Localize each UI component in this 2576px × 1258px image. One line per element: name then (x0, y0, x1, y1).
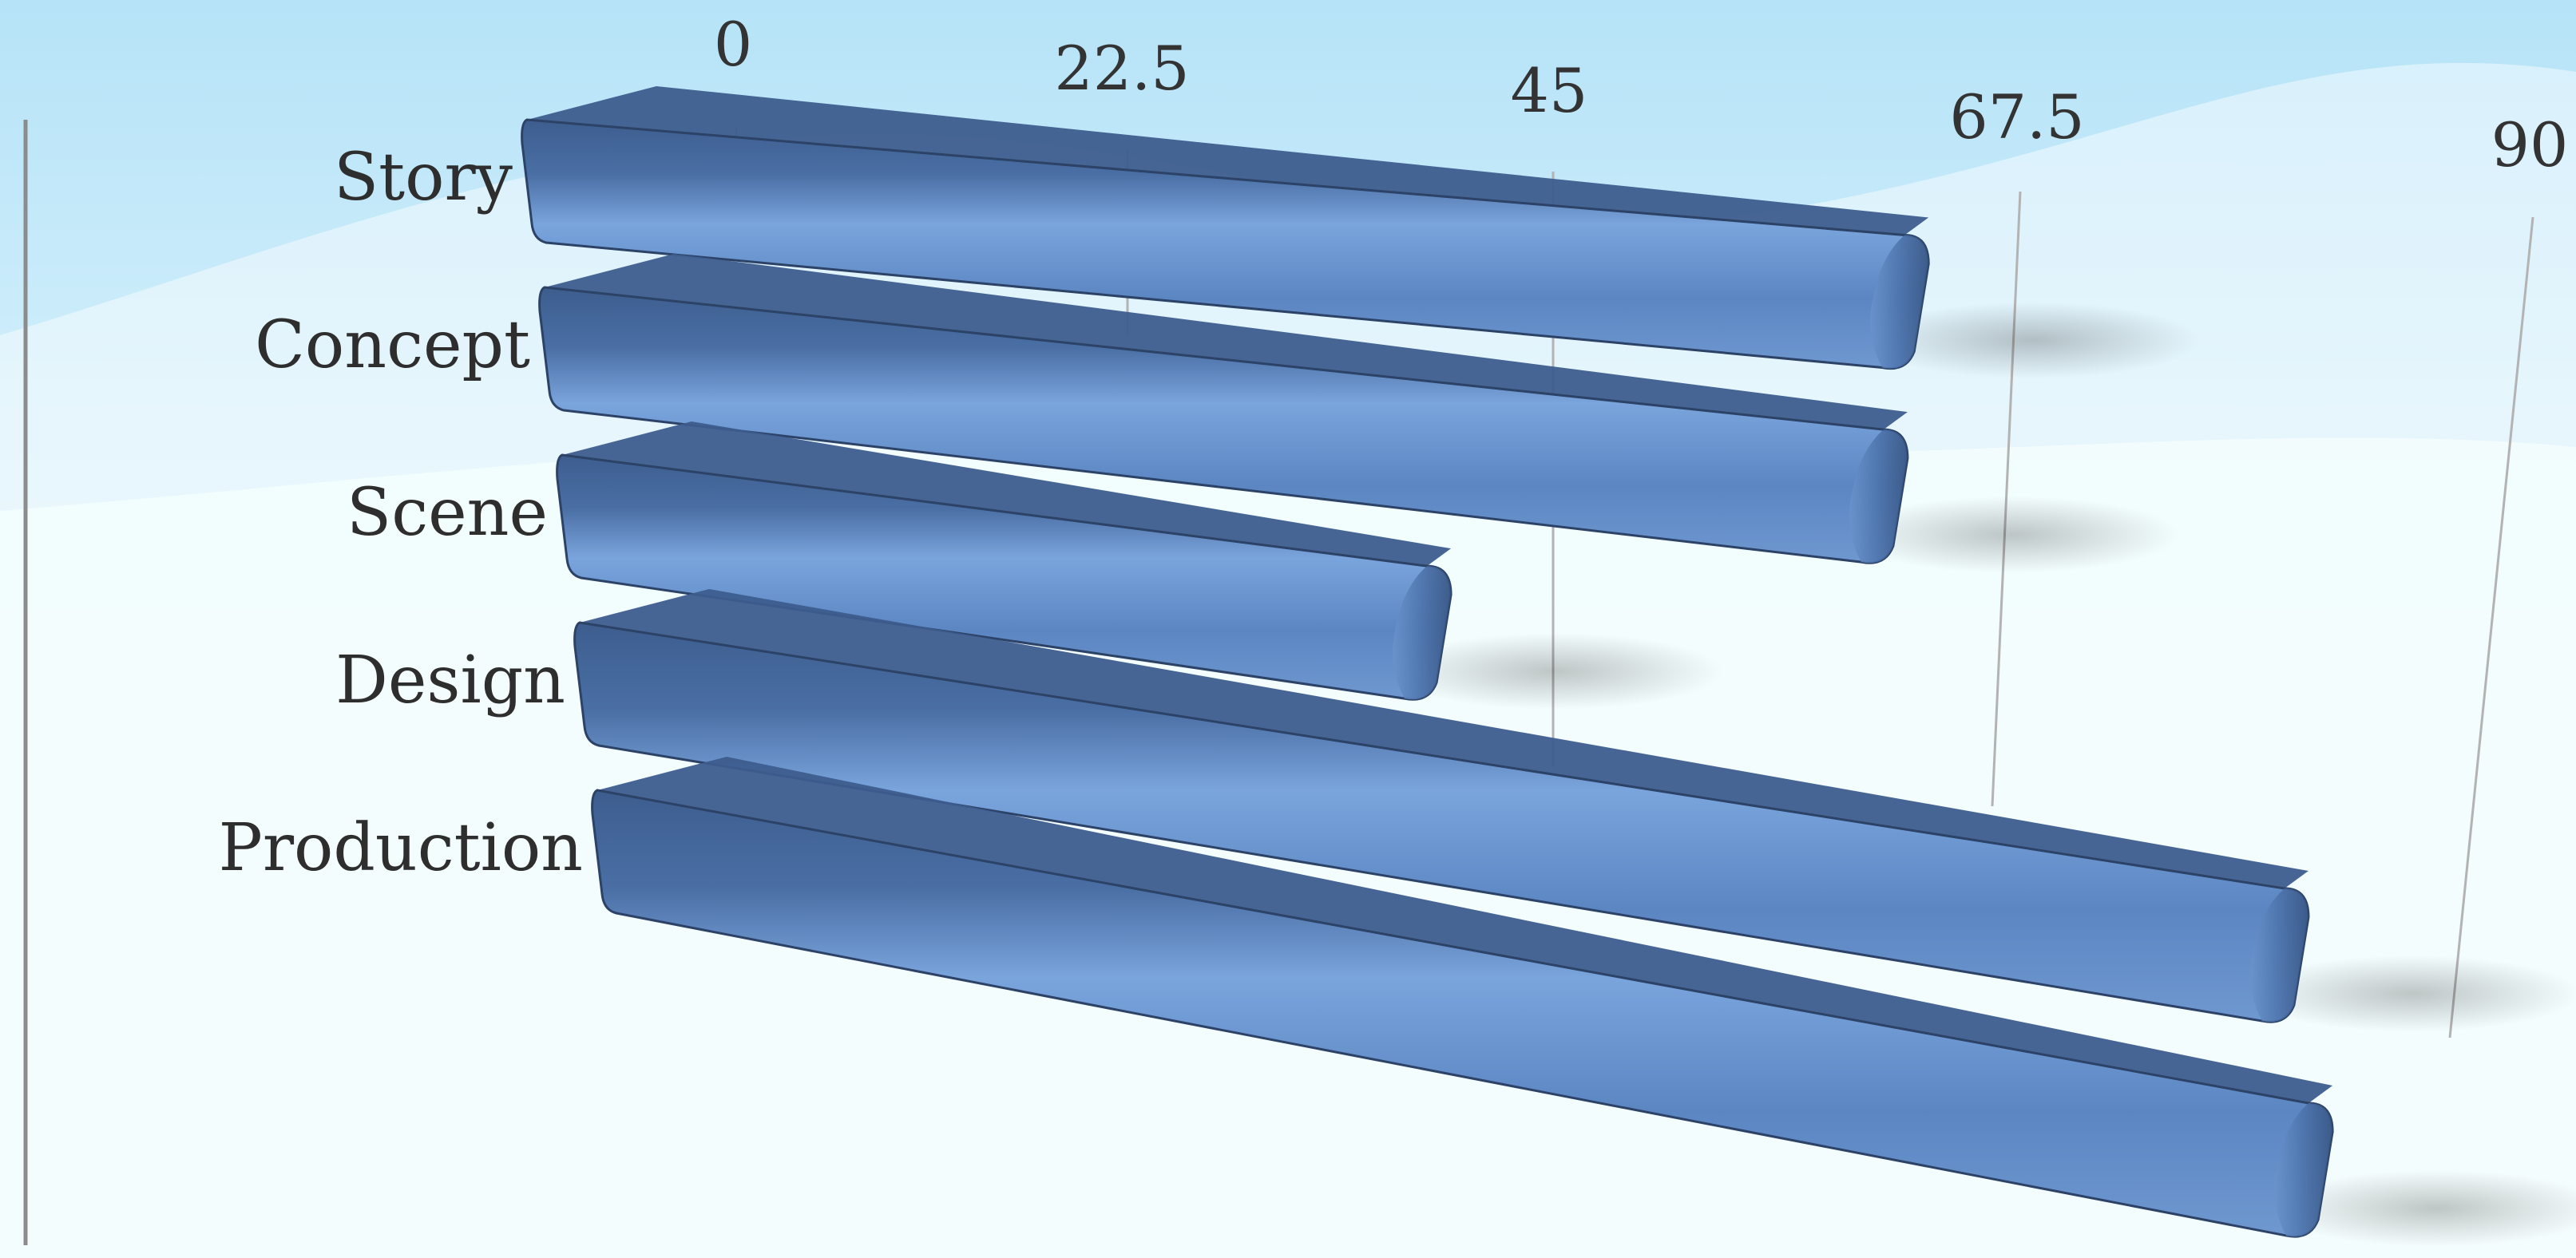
bar-shadow (1387, 632, 1723, 710)
bar-shadow (1865, 302, 2201, 379)
bar-end-cap (1870, 235, 1929, 369)
x-tick-label: 90 (2491, 109, 2569, 180)
category-label: Production (219, 810, 583, 886)
bars (521, 86, 2334, 1238)
gridline (2448, 216, 2534, 1038)
x-tick-label: 45 (1511, 55, 1588, 126)
bar-top-face (562, 421, 1452, 567)
x-axis-tick-labels: 0 22.5 45 67.5 90 (714, 9, 2569, 180)
bar-end-cap (2273, 1102, 2333, 1237)
bar-top-face (597, 757, 2333, 1103)
category-label: Concept (255, 307, 530, 383)
x-tick-label: 0 (714, 9, 752, 80)
bar-shadow (1843, 496, 2179, 573)
bar-end-cap (1849, 429, 1908, 564)
category-label: Scene (347, 475, 548, 551)
bar-shadows (1387, 302, 2576, 1247)
bar-top-face (545, 254, 1908, 430)
bar-shadow (2245, 955, 2576, 1032)
bar-end-cap (1392, 566, 1452, 700)
bar-top-face (527, 86, 1929, 235)
x-tick-label: 67.5 (1949, 81, 2084, 152)
x-tick-label: 22.5 (1054, 33, 1189, 104)
category-labels: Story Concept Scene Design Production (219, 140, 583, 886)
bar-end-cap (2249, 888, 2308, 1023)
category-label: Design (335, 643, 565, 718)
bar-top-face (580, 589, 2308, 889)
bar-shadow (2269, 1169, 2576, 1247)
category-label: Story (334, 140, 513, 216)
